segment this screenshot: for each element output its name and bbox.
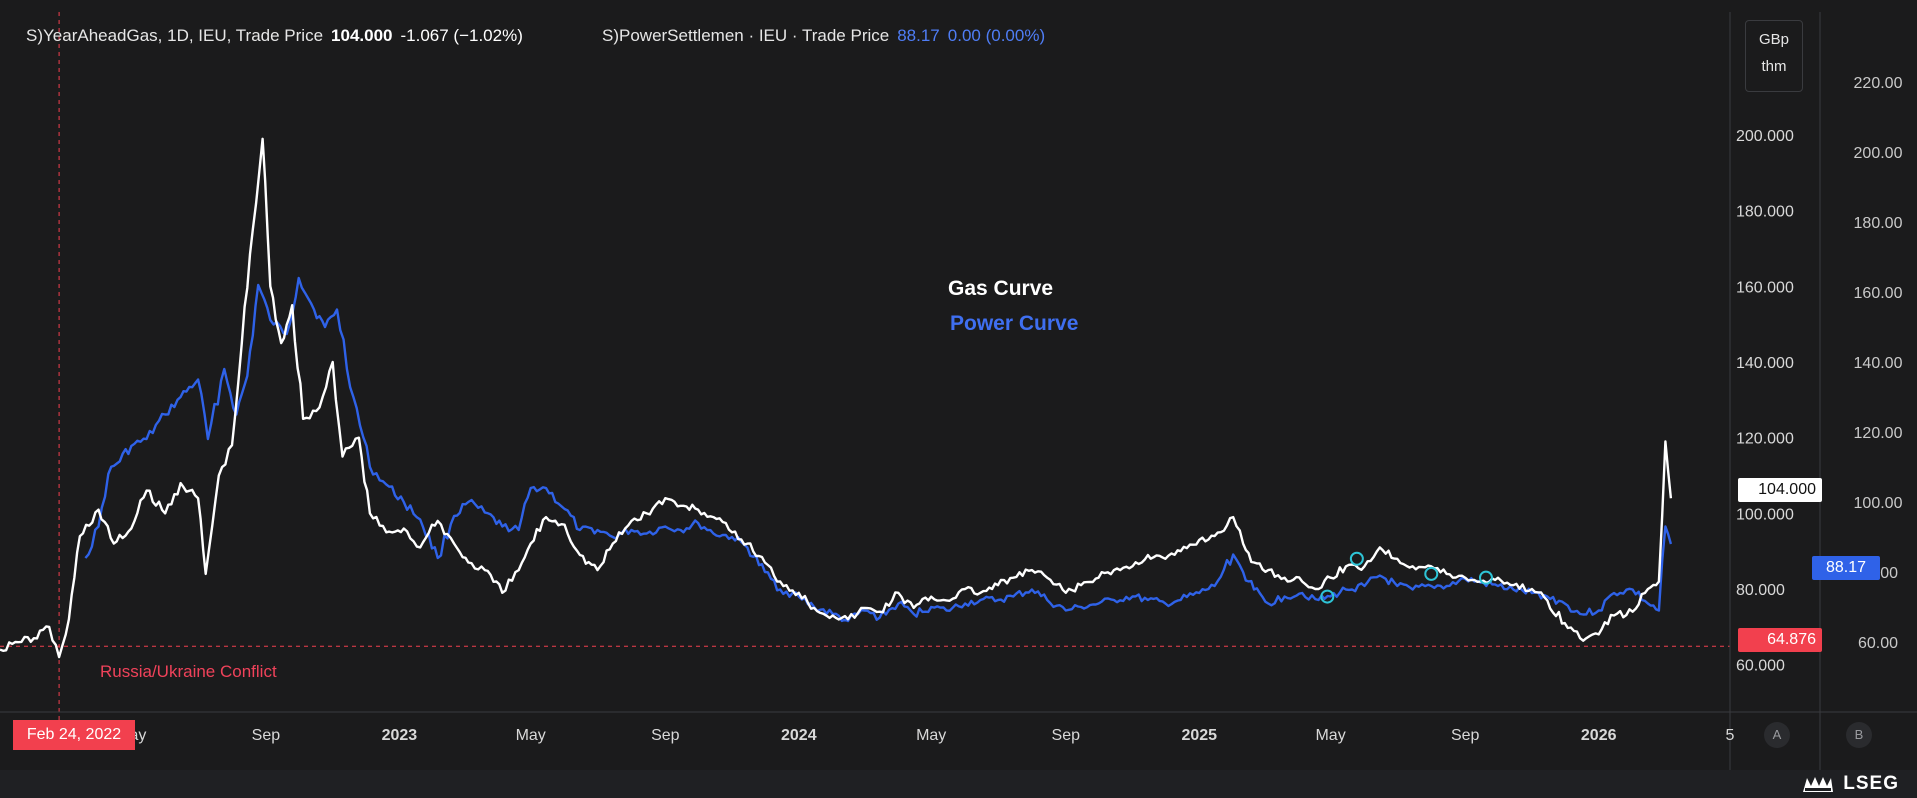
event-marker	[1320, 589, 1335, 604]
right-axis-tick-label: 160.00	[1854, 285, 1903, 302]
scale-button-a[interactable]: A	[1764, 722, 1790, 748]
event-marker	[1478, 570, 1493, 585]
right-axis-tick-label: 180.00	[1854, 215, 1903, 232]
left-axis-tick-label: 160.000	[1736, 279, 1794, 296]
x-axis-tick-label: 5	[1726, 727, 1735, 744]
legend-gas[interactable]: S)YearAheadGas, 1D, IEU, Trade Price 104…	[26, 26, 523, 46]
x-axis-tick-label: 2023	[382, 727, 418, 744]
brand-name: LSEG	[1843, 773, 1899, 794]
scale-button-b[interactable]: B	[1846, 722, 1872, 748]
left-axis-tick-label: 140.000	[1736, 355, 1794, 372]
x-axis-tick-label: May	[516, 727, 546, 744]
legend-power-change: 0.00 (0.00%)	[947, 26, 1046, 45]
gas-last-price-tag: 104.000	[1738, 478, 1822, 502]
event-date-badge: Feb 24, 2022	[13, 720, 135, 750]
x-axis-tick-label: Sep	[1451, 727, 1480, 744]
gas-curve-label: Gas Curve	[948, 277, 1054, 300]
legend-gas-last: 104.000	[331, 26, 393, 45]
left-axis-tick-label: 180.000	[1736, 204, 1794, 221]
power-last-price-tag: 88.17	[1812, 556, 1880, 580]
chart-axes: 60.00080.000100.000120.000140.000160.000…	[0, 12, 1917, 770]
right-axis-tick-label: 60.00	[1858, 635, 1898, 652]
event-marker	[1424, 566, 1439, 581]
chart-markers	[1320, 551, 1493, 604]
legend-gas-change: -1.067 (−1.02%)	[400, 26, 523, 45]
left-axis-tick-label: 80.000	[1736, 582, 1785, 599]
footer-bar: LSEG	[0, 770, 1917, 798]
unit-top: GBp	[1758, 31, 1789, 48]
x-axis-tick-label: 2026	[1581, 727, 1617, 744]
x-axis-tick-label: 2024	[781, 727, 817, 744]
x-axis-tick-label: Sep	[252, 727, 281, 744]
left-axis-tick-label: 60.000	[1736, 658, 1785, 675]
x-axis-tick-label: May	[916, 727, 946, 744]
right-axis-tick-label: 140.00	[1854, 355, 1903, 372]
lseg-emblem-icon	[1803, 777, 1834, 792]
gas-series-line	[0, 137, 1673, 659]
x-axis-tick-label: May	[1315, 727, 1345, 744]
reference-lines	[0, 12, 1730, 720]
power-series-line	[84, 276, 1673, 623]
left-axis-tick-label: 120.000	[1736, 431, 1794, 448]
chart-frame: 60.000 80.000 100.000 120.000 140.000 160.000…	[0, 0, 1917, 770]
event-label: Russia/Ukraine Conflict	[100, 662, 277, 681]
left-axis-tick-label: 200.000	[1736, 128, 1794, 145]
x-axis-tick-label: 2025	[1181, 727, 1217, 744]
legend-power[interactable]: S)PowerSettlemen · IEU · Trade Price 88.…	[602, 26, 1045, 46]
chart-canvas[interactable]: 60.00080.000100.000120.000140.000160.000…	[0, 0, 1917, 770]
right-axis-tick-label: 200.00	[1854, 145, 1903, 162]
legend-power-last: 88.17	[897, 26, 940, 45]
right-axis-tick-label: 120.00	[1854, 425, 1903, 442]
legend-gas-symbol: S)YearAheadGas, 1D, IEU, Trade Price	[26, 26, 324, 45]
unit-selector[interactable]: GBp thm	[1745, 20, 1803, 92]
left-axis-tick-label: 100.000	[1736, 506, 1794, 523]
reference-price-tag: 64.876	[1738, 628, 1822, 652]
event-marker	[1349, 551, 1364, 566]
series-lines	[0, 137, 1673, 659]
legend-power-symbol: S)PowerSettlemen · IEU · Trade Price	[602, 26, 890, 45]
right-axis-tick-label: 100.00	[1854, 495, 1903, 512]
unit-bottom: thm	[1761, 58, 1787, 75]
power-curve-label: Power Curve	[950, 312, 1079, 335]
right-axis-tick-label: 220.00	[1854, 75, 1903, 92]
x-axis-tick-label: Sep	[651, 727, 680, 744]
x-axis-tick-label: Sep	[1052, 727, 1081, 744]
brand-logo: LSEG	[1801, 773, 1899, 795]
